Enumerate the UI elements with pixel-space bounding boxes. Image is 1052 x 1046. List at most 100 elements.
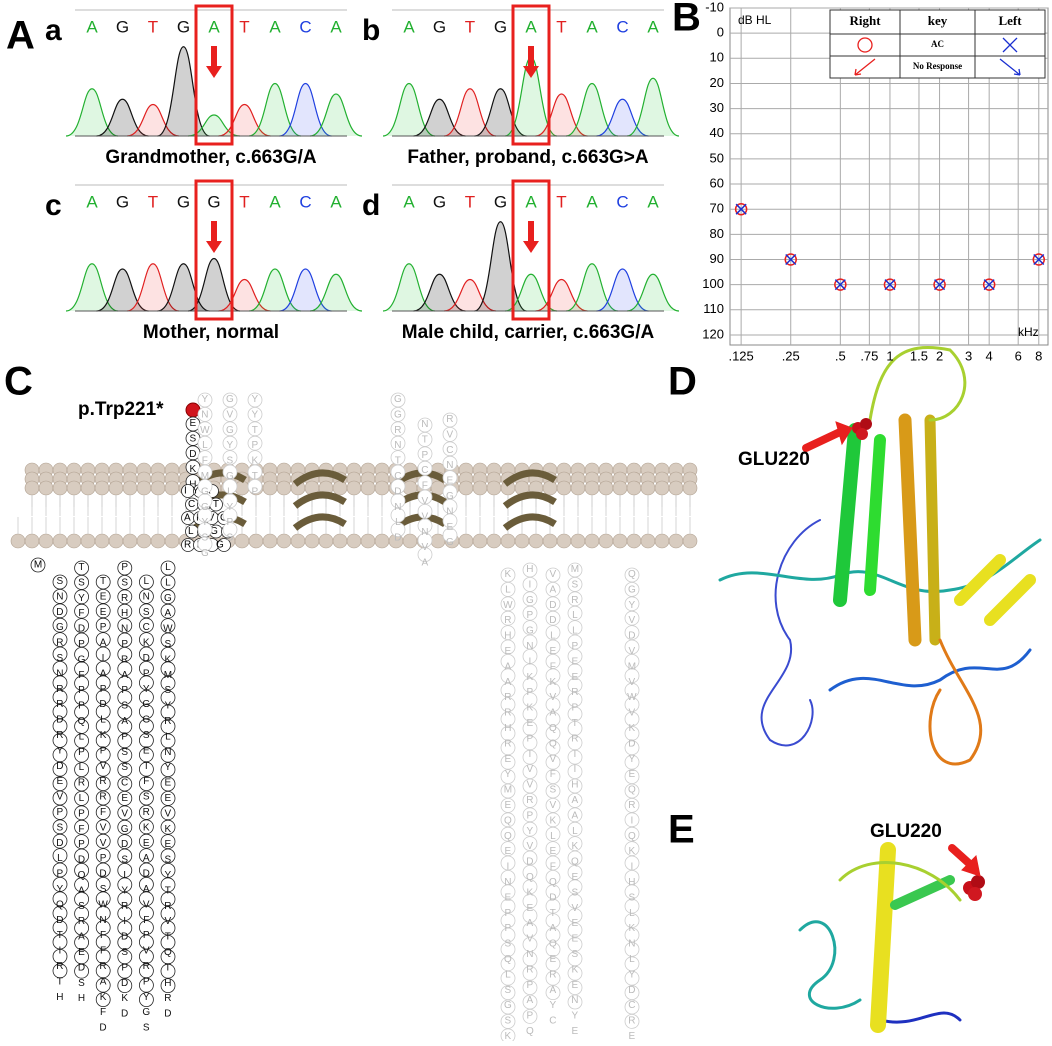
mutation-box — [511, 4, 551, 146]
x-tick-label: 8 — [1035, 348, 1042, 363]
residue — [138, 704, 154, 719]
residue — [138, 718, 154, 734]
x-tick-label: 1.5 — [910, 348, 928, 363]
base-call: T — [148, 192, 158, 211]
helix — [502, 491, 557, 509]
peak — [65, 263, 119, 312]
residue — [545, 812, 561, 828]
residue — [117, 704, 133, 720]
lipid — [262, 480, 278, 496]
lipid — [360, 480, 376, 496]
lipid — [262, 533, 278, 549]
lipid — [136, 533, 152, 549]
lipid — [108, 480, 124, 496]
residue — [160, 733, 176, 749]
residue — [52, 862, 68, 878]
x-tick-label: 2 — [936, 348, 943, 363]
residue — [522, 1009, 538, 1024]
lipid — [248, 533, 264, 549]
residue — [138, 747, 154, 763]
residue — [545, 697, 561, 712]
y-tick-label: 80 — [710, 226, 724, 241]
trace-label: a — [45, 14, 62, 47]
residue — [567, 620, 583, 635]
residue — [522, 764, 538, 779]
trace-label: d — [362, 189, 380, 222]
residue — [500, 855, 516, 871]
trace-label: c — [45, 189, 62, 222]
base-call: T — [556, 17, 566, 36]
residue — [222, 493, 238, 509]
residue — [30, 557, 46, 573]
residue-sequence: TEEPAIAPDLKPVRRFVVPDSWNFFRAKFD — [97, 576, 108, 1038]
residue — [52, 891, 68, 907]
base-call: T — [239, 17, 249, 36]
peak — [596, 98, 649, 137]
residue — [74, 877, 89, 893]
residue — [500, 956, 516, 972]
residue — [522, 663, 538, 679]
peak — [443, 278, 497, 312]
peak — [565, 82, 619, 137]
residue — [545, 855, 561, 871]
lipid — [612, 533, 628, 549]
y-tick-label: 10 — [710, 50, 724, 65]
residue — [95, 819, 111, 835]
helix — [292, 491, 347, 509]
residue — [545, 596, 561, 612]
lipid — [612, 480, 628, 496]
residue — [52, 934, 68, 950]
lipid — [38, 480, 54, 496]
lipid — [668, 533, 684, 549]
residue-sequence: YNWLFMGGYSG — [199, 394, 210, 563]
mutation-box — [511, 179, 551, 321]
residue — [545, 639, 561, 655]
residue — [160, 978, 176, 993]
residue — [442, 527, 458, 543]
lipid — [528, 533, 544, 549]
residue — [545, 783, 561, 799]
residue — [52, 963, 68, 979]
peak — [279, 82, 332, 137]
base-call: A — [525, 17, 537, 36]
residue — [417, 518, 433, 534]
lipid — [654, 533, 670, 549]
residue — [500, 812, 516, 828]
helix — [502, 513, 557, 531]
residue — [160, 632, 176, 648]
trace-caption: Mother, normal — [143, 322, 279, 343]
residue — [138, 891, 154, 907]
residue — [74, 848, 89, 864]
residue — [117, 805, 133, 821]
residue — [545, 711, 561, 727]
residue — [74, 589, 89, 605]
panel-label: C — [4, 360, 33, 404]
base-call: T — [148, 17, 158, 36]
residue — [138, 934, 154, 950]
residue — [138, 675, 154, 691]
base-call: G — [177, 192, 190, 211]
marker-x — [735, 203, 747, 215]
residue — [500, 884, 516, 900]
panel-label: B — [672, 0, 701, 40]
base-call: G — [207, 192, 220, 211]
marker-circle — [734, 202, 748, 216]
residue — [442, 441, 458, 457]
base-call: C — [299, 192, 311, 211]
residue — [74, 920, 89, 936]
residue — [160, 560, 176, 576]
residue — [522, 778, 538, 794]
residue — [624, 596, 640, 612]
lipid — [374, 480, 390, 496]
lipid — [234, 533, 250, 549]
lipid — [584, 533, 600, 549]
trace-label: b — [362, 14, 380, 47]
helix — [292, 469, 347, 487]
mutation-arrow — [523, 46, 539, 78]
base-call: G — [494, 17, 507, 36]
lipid — [570, 533, 586, 549]
base-call: A — [330, 192, 342, 211]
residue — [95, 934, 111, 950]
legend-symbol — [1002, 37, 1018, 53]
peak — [626, 77, 680, 137]
